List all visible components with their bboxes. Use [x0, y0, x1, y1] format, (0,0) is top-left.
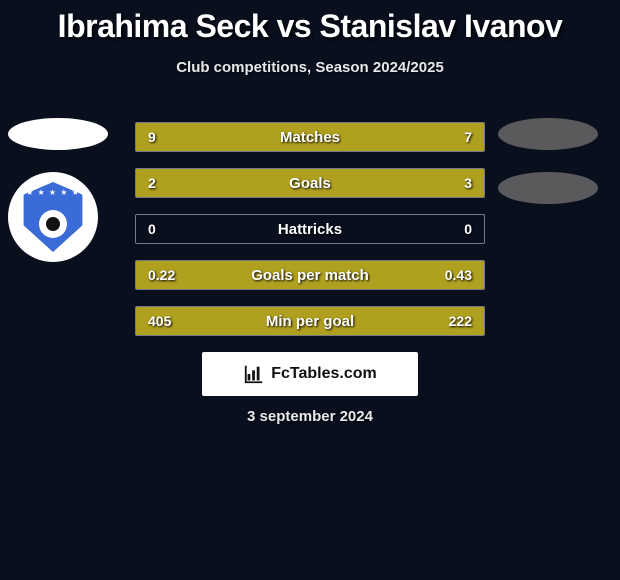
player-right-flag [498, 118, 598, 150]
bar-label: Goals [136, 175, 484, 192]
bar-row-mpg: 405 Min per goal 222 [135, 306, 485, 336]
player-left-club-badge: ★ ★ ★ ★ ★ [8, 172, 98, 262]
bar-value-right: 0.43 [445, 267, 472, 283]
bar-label: Min per goal [136, 313, 484, 330]
bar-row-gpm: 0.22 Goals per match 0.43 [135, 260, 485, 290]
player-right-column [498, 118, 608, 226]
bar-label: Hattricks [136, 221, 484, 238]
bar-label: Matches [136, 129, 484, 146]
subtitle: Club competitions, Season 2024/2025 [0, 59, 620, 76]
chart-icon [243, 363, 265, 385]
bar-row-matches: 9 Matches 7 [135, 122, 485, 152]
bar-value-right: 222 [449, 313, 472, 329]
bar-value-right: 3 [464, 175, 472, 191]
bar-label: Goals per match [136, 267, 484, 284]
bar-row-goals: 2 Goals 3 [135, 168, 485, 198]
bar-row-hattricks: 0 Hattricks 0 [135, 214, 485, 244]
player-left-column: ★ ★ ★ ★ ★ [8, 118, 118, 262]
watermark: FcTables.com [202, 352, 418, 396]
date-label: 3 september 2024 [0, 408, 620, 425]
page-title: Ibrahima Seck vs Stanislav Ivanov [0, 0, 620, 45]
stat-bars: 9 Matches 7 2 Goals 3 0 Hattricks 0 0.22… [135, 122, 485, 352]
player-right-flag-2 [498, 172, 598, 204]
player-left-flag [8, 118, 108, 150]
bar-value-right: 7 [464, 129, 472, 145]
bar-value-right: 0 [464, 221, 472, 237]
watermark-text: FcTables.com [271, 365, 377, 383]
